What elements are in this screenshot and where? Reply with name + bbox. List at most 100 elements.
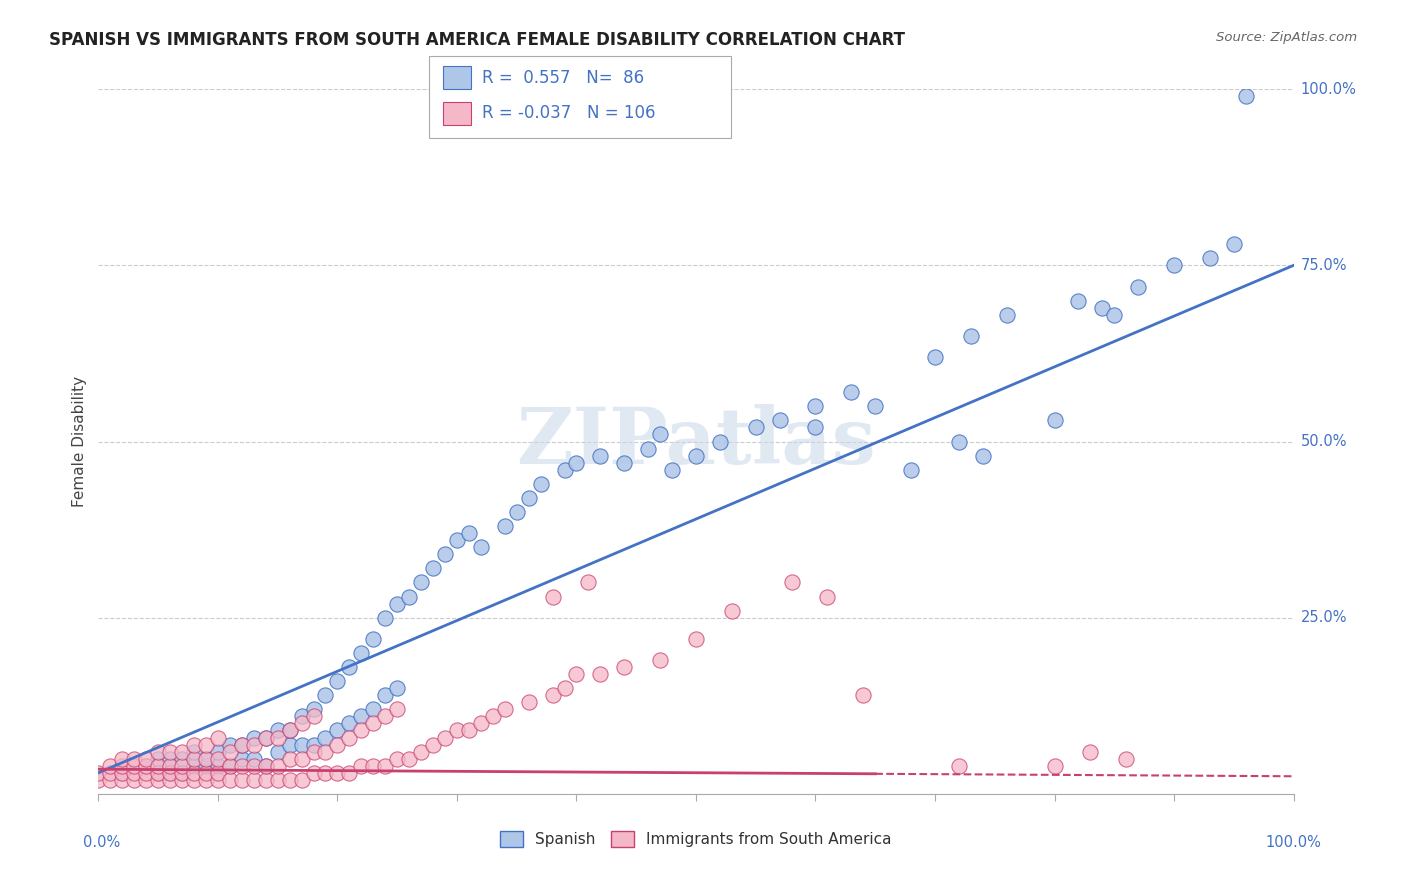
- Point: [1104, 308, 1126, 322]
- Point: [98, 772, 122, 787]
- Point: [159, 751, 181, 765]
- Text: 25.0%: 25.0%: [1301, 610, 1347, 625]
- Point: [350, 723, 373, 738]
- Point: [339, 716, 361, 731]
- Point: [195, 772, 218, 787]
- Point: [231, 772, 253, 787]
- Point: [98, 758, 122, 772]
- Point: [148, 745, 170, 759]
- Point: [1115, 751, 1137, 765]
- Point: [1043, 758, 1066, 772]
- Point: [363, 632, 385, 646]
- Text: 100.0%: 100.0%: [1265, 836, 1322, 850]
- Point: [111, 772, 134, 787]
- Point: [278, 723, 301, 738]
- Point: [254, 731, 277, 745]
- Point: [411, 745, 433, 759]
- Point: [648, 653, 672, 667]
- Text: 0.0%: 0.0%: [83, 836, 120, 850]
- Point: [541, 590, 564, 604]
- Point: [291, 751, 314, 765]
- Point: [578, 575, 600, 590]
- Point: [865, 399, 887, 413]
- Point: [159, 765, 181, 780]
- Point: [339, 731, 361, 745]
- Point: [374, 758, 396, 772]
- Point: [745, 420, 768, 434]
- Point: [768, 413, 790, 427]
- Point: [326, 674, 349, 689]
- Point: [195, 765, 218, 780]
- Point: [254, 731, 277, 745]
- Point: [385, 702, 409, 716]
- Point: [111, 765, 134, 780]
- Point: [183, 751, 205, 765]
- Point: [267, 772, 290, 787]
- Point: [685, 449, 707, 463]
- Point: [709, 434, 731, 449]
- Y-axis label: Female Disability: Female Disability: [72, 376, 87, 508]
- Point: [948, 434, 970, 449]
- Point: [254, 772, 277, 787]
- Point: [841, 385, 863, 400]
- Point: [207, 731, 229, 745]
- Point: [554, 681, 576, 696]
- Point: [148, 765, 170, 780]
- Point: [422, 561, 444, 575]
- Point: [613, 456, 636, 470]
- Point: [398, 751, 420, 765]
- Point: [135, 772, 157, 787]
- Point: [219, 738, 242, 752]
- Point: [87, 765, 110, 780]
- Point: [804, 399, 827, 413]
- Point: [1223, 237, 1246, 252]
- Point: [339, 660, 361, 674]
- Point: [124, 765, 146, 780]
- Point: [159, 745, 181, 759]
- Point: [267, 745, 290, 759]
- Point: [852, 688, 875, 702]
- Point: [172, 765, 194, 780]
- Point: [804, 420, 827, 434]
- Point: [278, 738, 301, 752]
- Point: [172, 758, 194, 772]
- Point: [530, 476, 553, 491]
- Point: [231, 751, 253, 765]
- Point: [589, 449, 612, 463]
- Point: [494, 519, 516, 533]
- Point: [434, 547, 457, 561]
- Text: Source: ZipAtlas.com: Source: ZipAtlas.com: [1216, 31, 1357, 45]
- Point: [326, 765, 349, 780]
- Point: [111, 758, 134, 772]
- Point: [207, 772, 229, 787]
- Point: [554, 463, 576, 477]
- Point: [278, 772, 301, 787]
- Point: [661, 463, 683, 477]
- Point: [995, 308, 1018, 322]
- Point: [900, 463, 922, 477]
- Point: [124, 758, 146, 772]
- Point: [326, 738, 349, 752]
- Point: [135, 758, 157, 772]
- Point: [111, 765, 134, 780]
- Point: [135, 758, 157, 772]
- Point: [385, 681, 409, 696]
- Point: [434, 731, 457, 745]
- Point: [231, 738, 253, 752]
- Point: [278, 723, 301, 738]
- Point: [350, 758, 373, 772]
- Point: [517, 491, 540, 505]
- Point: [207, 758, 229, 772]
- Point: [148, 751, 170, 765]
- Text: SPANISH VS IMMIGRANTS FROM SOUTH AMERICA FEMALE DISABILITY CORRELATION CHART: SPANISH VS IMMIGRANTS FROM SOUTH AMERICA…: [49, 31, 905, 49]
- Point: [721, 604, 744, 618]
- Point: [267, 731, 290, 745]
- Point: [411, 575, 433, 590]
- Text: R = -0.037   N = 106: R = -0.037 N = 106: [482, 104, 655, 122]
- Point: [1199, 252, 1222, 266]
- Point: [470, 541, 492, 555]
- Point: [291, 716, 314, 731]
- Point: [98, 765, 122, 780]
- Point: [302, 738, 325, 752]
- Point: [1067, 293, 1090, 308]
